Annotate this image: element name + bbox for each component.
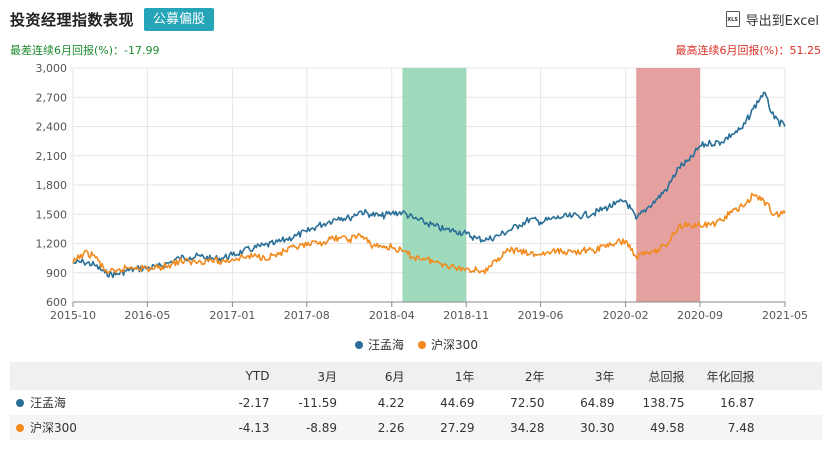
x-tick-label: 2021-05: [762, 309, 808, 322]
series1-dot-icon: [355, 340, 364, 349]
x-tick-label: 2015-10: [50, 309, 96, 322]
y-tick-label: 600: [46, 296, 67, 309]
row-name: 汪孟海: [30, 396, 67, 410]
legend-label: 沪深300: [431, 338, 478, 352]
header-ytd: YTD: [245, 369, 270, 383]
legend: 汪孟海 沪深300: [0, 336, 833, 353]
y-tick-label: 1,500: [36, 208, 68, 221]
shaded-period-green: [402, 68, 467, 302]
row-name: 沪深300: [30, 421, 77, 435]
x-tick-label: 2017-01: [209, 309, 255, 322]
y-tick-label: 2,700: [36, 91, 68, 104]
header-total: 总回报: [648, 369, 685, 384]
table-cell: -4.13: [238, 420, 270, 435]
x-tick-label: 2019-06: [518, 309, 564, 322]
shaded-periods: [402, 68, 700, 302]
export-label: 导出到Excel: [745, 13, 819, 29]
header-annual: 年化回报: [706, 369, 755, 384]
table-cell: 4.22: [377, 395, 405, 410]
table-cell: 64.89: [580, 395, 615, 410]
x-tick-label: 2017-08: [284, 309, 330, 322]
table-cell: 2.26: [377, 420, 405, 435]
y-tick-label: 900: [46, 267, 67, 280]
series-lines: [72, 91, 786, 279]
page-title: 投资经理指数表现: [10, 11, 135, 29]
best-6m-return: 最高连续6月回报(%)：51.25: [675, 44, 821, 57]
table-cell: 16.87: [720, 395, 755, 410]
series-line-2: [72, 192, 786, 275]
x-tick-label: 2020-09: [677, 309, 723, 322]
y-tick-label: 2,400: [36, 121, 68, 134]
table-cell: -8.89: [305, 420, 337, 435]
line-chart: 600 900 1,200 1,500 1,800 2,100 2,400 2,700 3,00…: [36, 62, 808, 322]
x-tick-label: 2018-11: [443, 309, 489, 322]
table-row: 沪深300 -4.13 -8.89 2.26 27.29 34.28 30.30…: [10, 415, 822, 440]
table-cell: 49.58: [650, 420, 685, 435]
series1-dot-icon: [16, 398, 24, 407]
legend-item-series1[interactable]: 汪孟海: [355, 336, 404, 353]
axes: 600 900 1,200 1,500 1,800 2,100 2,400 2,700 3,00…: [36, 62, 808, 322]
table-cell: 44.69: [440, 395, 475, 410]
header-1y: 1年: [454, 369, 475, 384]
header-3m: 3月: [317, 369, 337, 384]
table-cell: -2.17: [238, 395, 270, 410]
table-cell: 72.50: [510, 395, 545, 410]
y-tick-label: 1,200: [36, 238, 68, 251]
series-line-1: [72, 91, 786, 279]
y-tick-label: 2,100: [36, 150, 68, 163]
xls-file-icon: XLS: [725, 11, 740, 27]
header-6m: 6月: [384, 369, 405, 384]
header-2y: 2年: [524, 369, 545, 384]
category-tag-button[interactable]: 公募偏股: [144, 8, 215, 31]
x-tick-label: 2020-02: [603, 309, 649, 322]
table-cell: 27.29: [440, 420, 475, 435]
series2-dot-icon: [418, 340, 427, 349]
x-tick-label: 2018-04: [369, 309, 415, 322]
worst-6m-return: 最差连续6月回报(%)：-17.99: [10, 44, 160, 57]
legend-item-series2[interactable]: 沪深300: [418, 336, 478, 353]
y-tick-label: 1,800: [36, 179, 68, 192]
header: 投资经理指数表现 公募偏股 XLS 导出到Excel: [0, 0, 833, 38]
table-cell: 7.48: [727, 420, 755, 435]
y-tick-label: 3,000: [36, 62, 68, 75]
table-cell: -11.59: [298, 395, 337, 410]
header-3y: 3年: [594, 369, 615, 384]
table-cell: 138.75: [642, 395, 685, 410]
table-header: YTD 3月 6月 1年 2年 3年 总回报 年化回报: [10, 362, 822, 390]
table-row: 汪孟海 -2.17 -11.59 4.22 44.69 72.50 64.89 …: [10, 390, 822, 415]
x-tick-label: 2016-05: [124, 309, 170, 322]
table-cell: 30.30: [580, 420, 615, 435]
legend-label: 汪孟海: [368, 338, 405, 352]
table-cell: 34.28: [510, 420, 545, 435]
export-excel-button[interactable]: XLS 导出到Excel: [725, 10, 819, 29]
series2-dot-icon: [16, 423, 24, 432]
returns-table: YTD 3月 6月 1年 2年 3年 总回报 年化回报 汪孟海 -2.17 -1…: [10, 362, 822, 440]
